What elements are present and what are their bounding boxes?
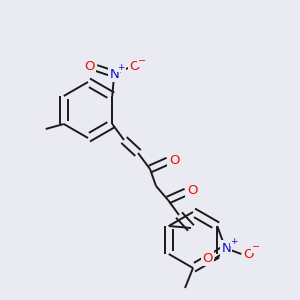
Text: +: +: [118, 62, 125, 71]
Text: O: O: [169, 154, 179, 166]
Text: O: O: [187, 184, 197, 197]
Text: N: N: [221, 242, 231, 254]
Text: O: O: [243, 248, 254, 260]
Text: −: −: [252, 242, 260, 252]
Text: O: O: [84, 61, 94, 74]
Text: O: O: [202, 251, 212, 265]
Text: −: −: [138, 56, 146, 66]
Text: O: O: [129, 61, 140, 74]
Text: +: +: [230, 236, 238, 245]
Text: N: N: [110, 68, 119, 80]
